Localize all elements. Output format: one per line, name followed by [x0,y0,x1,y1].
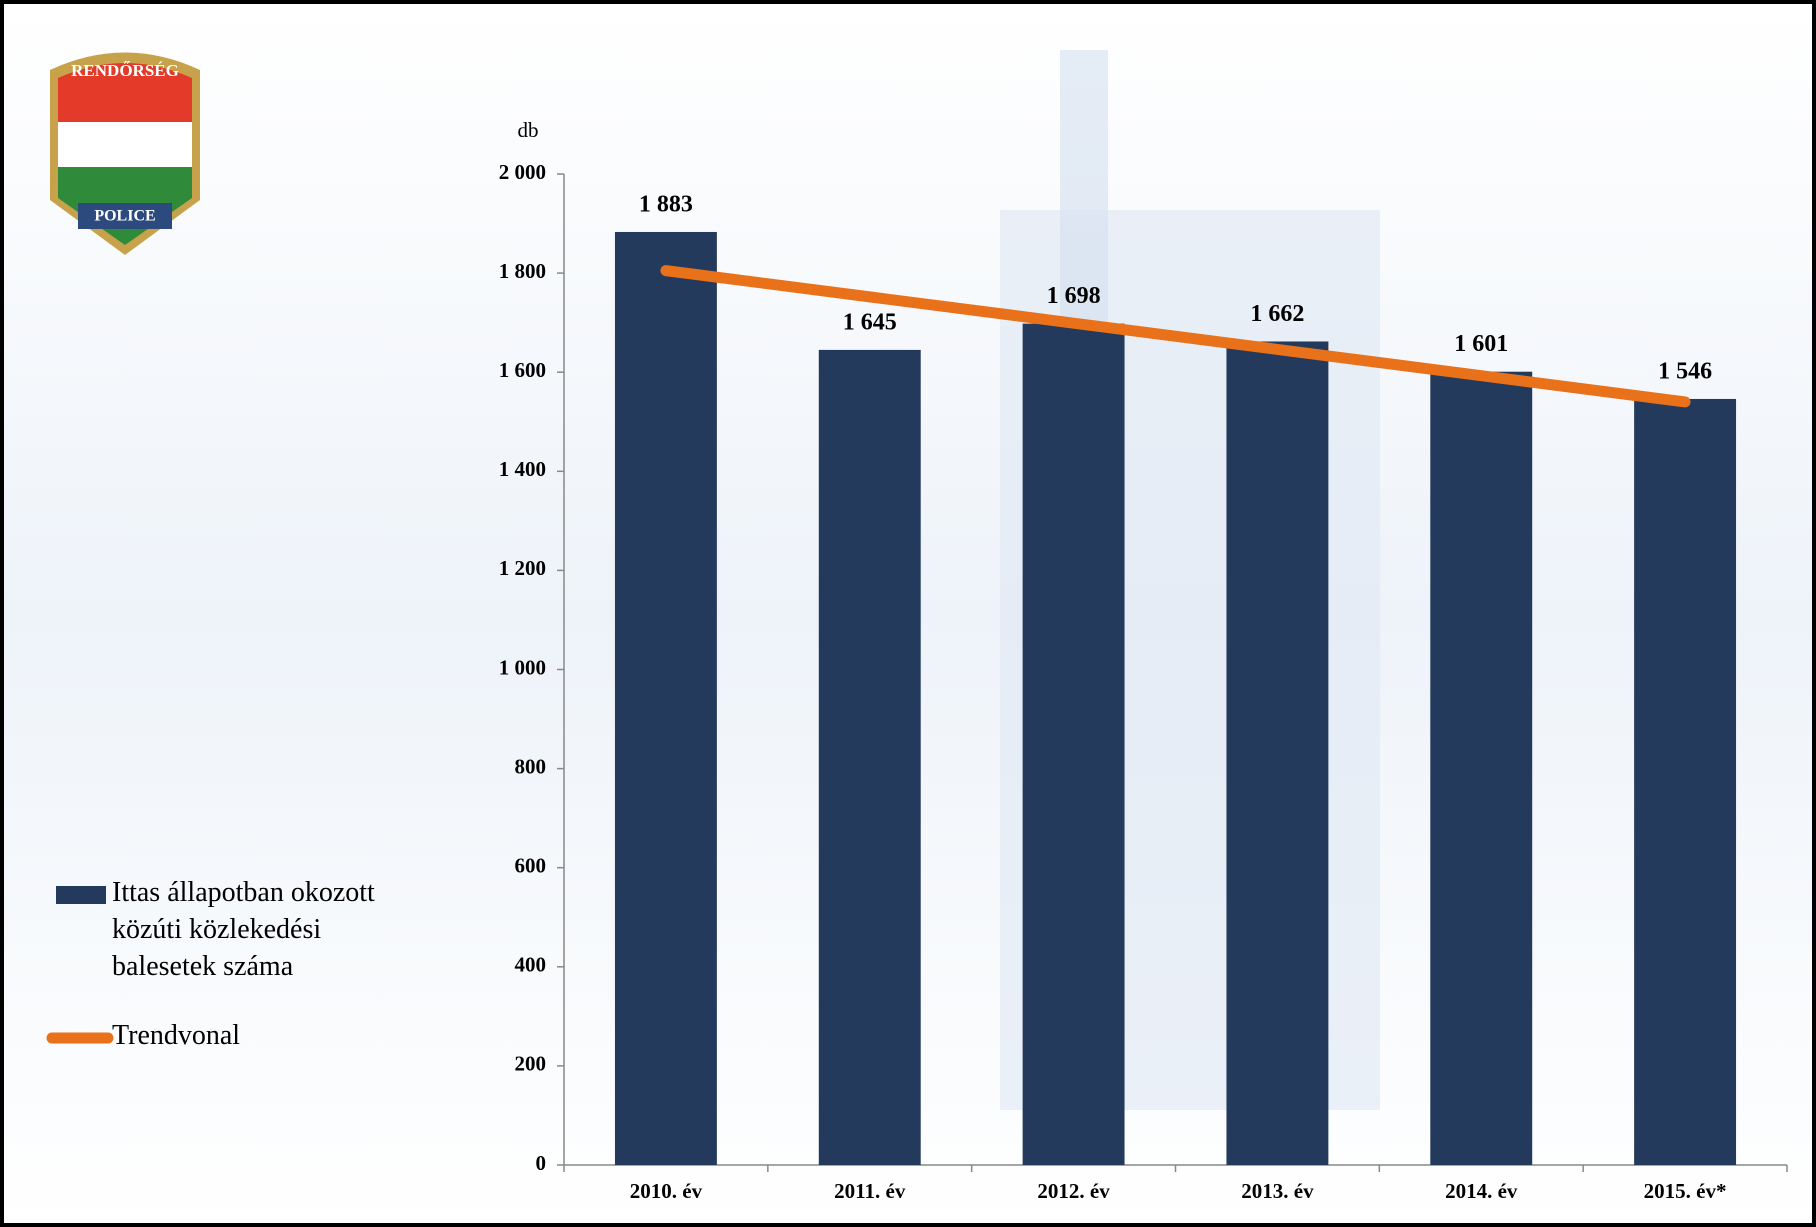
y-tick-label: 400 [515,953,547,977]
x-tick-label: 2010. év [630,1179,703,1203]
bar [1022,323,1125,1165]
data-label: 1 698 [1047,283,1101,309]
bar [818,349,921,1166]
legend-label: Trendvonal [112,1020,240,1051]
y-tick-label: 2 000 [499,160,546,184]
x-tick-label: 2012. év [1037,1179,1110,1203]
x-tick-label: 2013. év [1241,1179,1314,1203]
legend-label: Ittas állapotban okozott közúti közlekedé… [112,877,375,982]
bar [1430,371,1533,1166]
y-tick-label: 1 000 [499,655,546,679]
y-tick-label: 1 600 [499,358,546,382]
y-tick-label: 200 [515,1052,547,1076]
y-tick-label: 1 200 [499,556,546,580]
y-tick-label: 0 [536,1151,547,1175]
logo: RENDŐRSÉG POLICE [50,52,200,255]
y-tick-label: 600 [515,854,547,878]
data-label: 1 662 [1250,301,1304,327]
x-tick-label: 2015. év* [1644,1179,1727,1203]
x-tick-label: 2011. év [834,1179,906,1203]
trend-line [660,265,1691,408]
data-label: 1 601 [1454,331,1508,357]
y-unit: db [518,118,539,142]
bar [1634,398,1737,1165]
logo-top: RENDŐRSÉG [71,61,179,80]
y-tick-label: 800 [515,754,547,778]
data-label: 1 546 [1658,358,1712,384]
y-tick-label: 1 400 [499,457,546,481]
data-label: 1 645 [843,309,897,335]
logo-bottom: POLICE [94,208,155,225]
y-tick-label: 1 800 [499,259,546,283]
data-label: 1 883 [639,191,693,217]
legend-swatch [56,886,106,904]
legend: Ittas állapotban okozott közúti közlekedé… [46,877,375,1051]
x-tick-label: 2014. év [1445,1179,1518,1203]
bar [1226,341,1329,1165]
bar [614,231,717,1165]
